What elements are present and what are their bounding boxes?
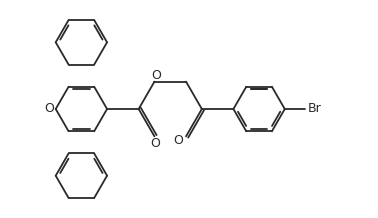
Text: Br: Br: [308, 102, 321, 116]
Text: O: O: [44, 102, 54, 116]
Text: O: O: [173, 134, 183, 147]
Text: O: O: [152, 69, 161, 82]
Text: O: O: [150, 137, 160, 150]
